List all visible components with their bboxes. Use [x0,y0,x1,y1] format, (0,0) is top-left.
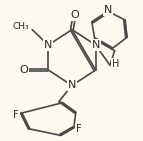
Text: O: O [19,65,28,75]
Text: O: O [70,10,79,20]
Text: N: N [44,40,52,50]
Text: F: F [13,110,19,120]
Text: N: N [104,5,112,15]
Text: H: H [112,59,119,69]
Text: N: N [68,80,76,90]
Text: CH₃: CH₃ [13,22,29,31]
Text: N: N [92,40,100,50]
Text: F: F [76,124,81,134]
